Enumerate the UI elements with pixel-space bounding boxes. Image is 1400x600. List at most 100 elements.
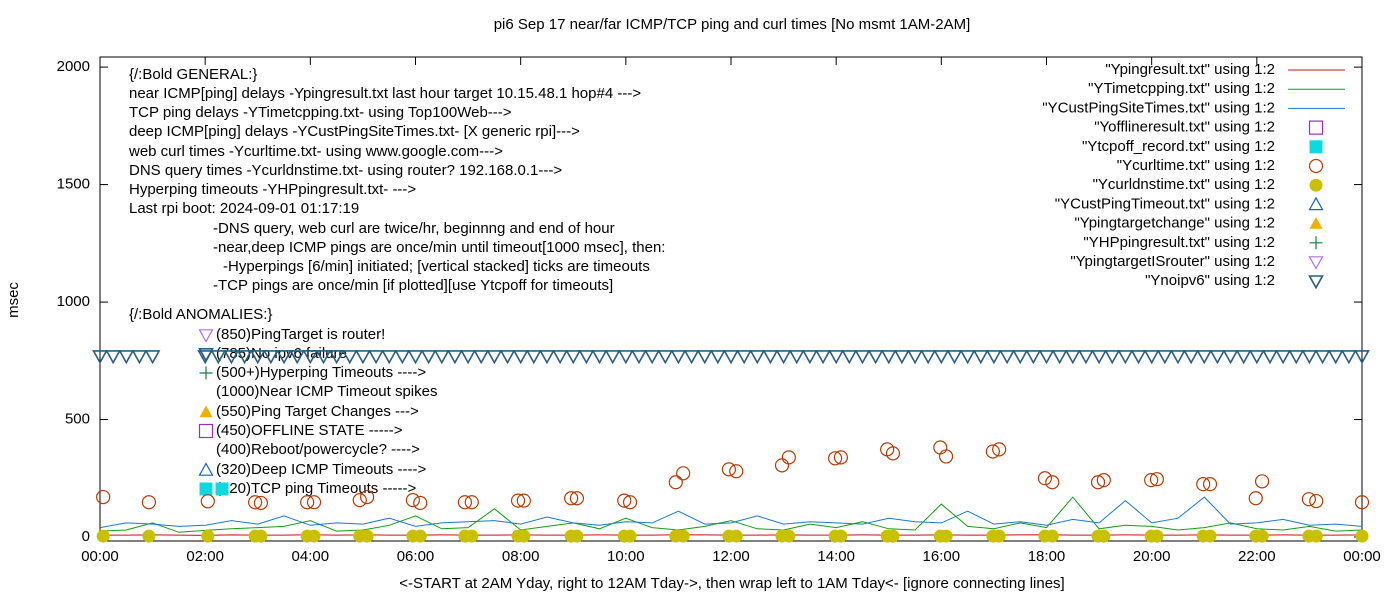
marker — [986, 350, 1002, 365]
x-tick-label: 02:00 — [186, 548, 224, 565]
annotation-symbol — [198, 423, 214, 439]
marker — [867, 350, 884, 365]
legend-label: "YpingtargetISrouter" using 1:2 — [1070, 253, 1275, 270]
legend-swatch — [1309, 140, 1323, 154]
marker — [92, 350, 108, 365]
marker — [368, 350, 384, 365]
marker — [407, 350, 424, 365]
marker — [939, 529, 953, 543]
marker — [676, 466, 691, 481]
y-axis-label: msec — [5, 282, 22, 318]
annotation-symbol — [198, 462, 214, 476]
marker — [938, 449, 954, 464]
x-axis-label: <-START at 2AM Yday, right to 12AM Tday-… — [399, 575, 1064, 592]
marker — [623, 529, 637, 543]
marker — [782, 529, 796, 543]
marker — [604, 350, 621, 365]
marker — [210, 350, 227, 365]
marker — [276, 350, 292, 365]
legend-swatch — [1309, 178, 1323, 192]
marker — [1288, 350, 1305, 365]
marker — [644, 350, 660, 365]
marker — [622, 495, 638, 510]
marker — [999, 350, 1015, 365]
marker — [617, 350, 634, 365]
marker — [473, 350, 490, 365]
x-tick-label: 06:00 — [397, 548, 435, 565]
marker — [1037, 471, 1053, 486]
marker — [1156, 350, 1173, 365]
marker — [564, 491, 579, 506]
marker — [118, 350, 135, 365]
annotation: (850)PingTarget is router! — [216, 326, 385, 343]
marker — [749, 350, 766, 365]
marker — [142, 529, 156, 543]
marker — [729, 529, 743, 543]
marker — [249, 350, 266, 365]
x-tick-label: 20:00 — [1133, 548, 1171, 565]
marker — [302, 350, 319, 365]
marker — [1012, 350, 1029, 365]
marker — [1340, 350, 1357, 365]
marker — [670, 350, 687, 365]
annotation: DNS query times -Ycurldnstime.txt- using… — [129, 162, 562, 179]
marker — [709, 350, 726, 365]
marker — [510, 493, 526, 508]
marker — [788, 350, 805, 365]
marker — [828, 451, 843, 466]
marker — [815, 350, 831, 365]
marker — [841, 350, 858, 365]
marker — [894, 350, 910, 365]
marker — [657, 350, 674, 365]
marker — [631, 350, 647, 365]
annotation-symbol — [198, 329, 214, 343]
marker — [433, 350, 450, 365]
marker — [775, 350, 792, 365]
x-tick-label: 08:00 — [502, 548, 540, 565]
marker — [1064, 350, 1081, 365]
marker — [992, 529, 1006, 543]
legend-label: "Ypingresult.txt" using 1:2 — [1105, 61, 1275, 78]
annotation-symbol — [199, 366, 213, 380]
marker — [617, 493, 632, 508]
marker — [315, 350, 332, 365]
legend-label: "Ycurltime.txt" using 1:2 — [1117, 157, 1275, 174]
marker — [828, 350, 845, 365]
marker — [1248, 350, 1265, 365]
annotation: Last rpi boot: 2024-09-01 01:17:19 — [129, 200, 359, 217]
marker — [1275, 350, 1291, 365]
marker — [1096, 473, 1111, 488]
marker — [933, 350, 950, 365]
marker — [781, 450, 796, 465]
marker — [1248, 491, 1263, 506]
marker — [696, 350, 713, 365]
marker — [464, 495, 479, 510]
x-tick-label: 18:00 — [1028, 548, 1066, 565]
marker — [96, 489, 111, 505]
annotation: (400)Reboot/powercycle? ----> — [216, 441, 420, 458]
marker — [355, 350, 371, 365]
marker — [248, 495, 263, 510]
marker — [499, 350, 516, 365]
marker — [1301, 492, 1316, 507]
annotation: TCP ping delays -YTimetcpping.txt- using… — [129, 104, 512, 121]
annotation-symbol — [199, 482, 213, 496]
legend-label: "YCustPingTimeout.txt" using 1:2 — [1055, 195, 1275, 212]
marker — [341, 350, 358, 365]
marker — [1314, 350, 1331, 365]
marker — [517, 529, 531, 543]
x-tick-label: 16:00 — [923, 548, 961, 565]
marker — [1130, 350, 1147, 365]
marker — [131, 350, 148, 365]
marker — [880, 350, 897, 365]
legend-swatch — [1308, 158, 1324, 174]
marker — [683, 350, 700, 365]
marker — [668, 475, 683, 490]
annotation: {/:Bold ANOMALIES:} — [129, 306, 272, 323]
marker — [972, 350, 989, 365]
marker — [959, 350, 976, 365]
marker — [413, 495, 428, 511]
legend-swatch — [1309, 236, 1323, 250]
x-tick-label: 00:00 — [1343, 548, 1381, 565]
marker — [1143, 350, 1160, 365]
